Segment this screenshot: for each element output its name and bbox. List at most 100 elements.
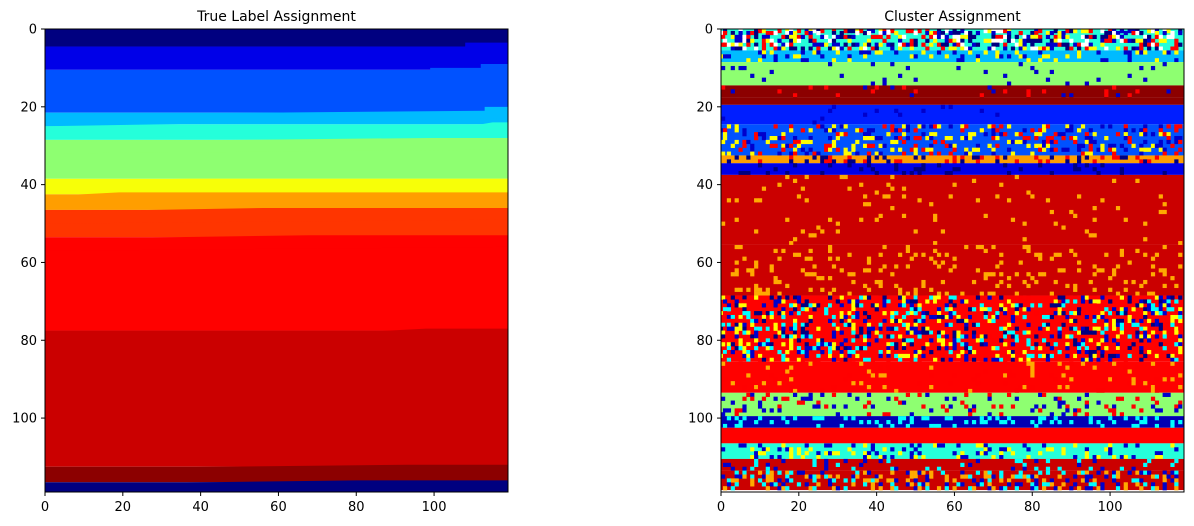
heatmap-cell bbox=[792, 46, 798, 51]
heatmap-cell bbox=[975, 244, 981, 250]
heatmap-cell bbox=[1030, 369, 1035, 374]
heatmap-cell bbox=[859, 295, 864, 300]
heatmap-cell bbox=[863, 159, 868, 164]
heatmap-cell bbox=[851, 416, 856, 421]
heatmap-cell bbox=[936, 124, 942, 129]
heatmap-cell bbox=[831, 139, 837, 145]
heatmap-cell bbox=[847, 38, 852, 43]
heatmap-cell bbox=[1143, 326, 1148, 331]
heatmap-cell bbox=[754, 291, 759, 296]
heatmap-cell bbox=[1014, 388, 1019, 394]
heatmap-cell bbox=[781, 338, 786, 343]
heatmap-cell bbox=[1092, 272, 1097, 277]
heatmap-cell bbox=[971, 478, 977, 483]
heatmap-cell bbox=[1096, 388, 1101, 394]
heatmap-cell bbox=[1038, 38, 1043, 43]
heatmap-cell bbox=[909, 455, 914, 460]
heatmap-cell bbox=[1115, 470, 1121, 475]
heatmap-cell bbox=[960, 291, 965, 296]
heatmap-cell bbox=[1045, 159, 1051, 164]
heatmap-cell bbox=[746, 392, 751, 397]
heatmap-cell bbox=[800, 186, 805, 191]
heatmap-cell bbox=[750, 349, 755, 355]
heatmap-cell bbox=[1150, 38, 1156, 43]
heatmap-cell bbox=[1112, 474, 1117, 479]
heatmap-cell bbox=[917, 124, 922, 129]
heatmap-cell bbox=[886, 458, 891, 464]
heatmap-cell bbox=[769, 50, 774, 55]
heatmap-cell bbox=[960, 342, 965, 347]
heatmap-cell bbox=[769, 357, 774, 362]
heatmap-cell bbox=[1010, 474, 1016, 479]
heatmap-cell bbox=[971, 34, 977, 40]
heatmap-cell bbox=[991, 42, 996, 47]
heatmap-cell bbox=[1080, 478, 1086, 483]
heatmap-cell bbox=[738, 42, 743, 47]
heatmap-cell bbox=[878, 326, 883, 331]
heatmap-band bbox=[721, 427, 1184, 444]
heatmap-cell bbox=[827, 318, 833, 324]
heatmap-cell bbox=[882, 447, 887, 452]
heatmap-cell bbox=[898, 147, 903, 152]
heatmap-cell bbox=[1108, 353, 1113, 359]
heatmap-cell bbox=[921, 311, 926, 316]
heatmap-cell bbox=[812, 353, 817, 359]
heatmap-cell bbox=[1174, 474, 1179, 479]
heatmap-cell bbox=[1065, 303, 1070, 308]
heatmap-cell bbox=[1088, 474, 1093, 479]
heatmap-cell bbox=[999, 455, 1004, 460]
heatmap-cell bbox=[909, 420, 914, 425]
heatmap-cell bbox=[1115, 334, 1121, 339]
heatmap-cell bbox=[1006, 416, 1012, 421]
heatmap-cell bbox=[1034, 458, 1039, 464]
heatmap-cell bbox=[1006, 54, 1012, 59]
heatmap-cell bbox=[874, 190, 879, 195]
heatmap-cell bbox=[1100, 466, 1105, 471]
heatmap-cell bbox=[1088, 416, 1093, 421]
heatmap-cell bbox=[866, 322, 872, 327]
heatmap-cell bbox=[851, 159, 856, 164]
heatmap-cell bbox=[1084, 314, 1089, 320]
heatmap-cell bbox=[1162, 307, 1167, 312]
heatmap-cell bbox=[831, 143, 837, 148]
heatmap-cell bbox=[1010, 46, 1016, 51]
heatmap-cell bbox=[1131, 307, 1136, 312]
heatmap-cell bbox=[831, 326, 837, 331]
heatmap-cell bbox=[789, 34, 794, 40]
heatmap-cell bbox=[721, 334, 726, 339]
heatmap-cell bbox=[843, 338, 848, 343]
heatmap-cell bbox=[839, 349, 844, 355]
heatmap-cell bbox=[1030, 303, 1035, 308]
heatmap-cell bbox=[1049, 326, 1054, 331]
heatmap-cell bbox=[804, 307, 809, 312]
heatmap-cell bbox=[1158, 311, 1163, 316]
heatmap-cell bbox=[1030, 385, 1035, 390]
heatmap-cell bbox=[789, 155, 794, 160]
heatmap-cell bbox=[1010, 404, 1016, 409]
heatmap-cell bbox=[1022, 326, 1027, 331]
heatmap-cell bbox=[738, 420, 743, 425]
heatmap-cell bbox=[1034, 404, 1039, 409]
x-tick-label: 20 bbox=[115, 500, 132, 515]
heatmap-cell bbox=[929, 147, 934, 152]
heatmap-cell bbox=[948, 104, 953, 110]
heatmap-cell bbox=[765, 462, 770, 468]
heatmap-cell bbox=[925, 486, 930, 491]
heatmap-cell bbox=[781, 482, 786, 487]
heatmap-cell bbox=[905, 65, 911, 71]
heatmap-cell bbox=[987, 143, 992, 148]
heatmap-cell bbox=[1073, 408, 1078, 413]
heatmap-cell bbox=[878, 283, 883, 289]
heatmap-cell bbox=[1131, 404, 1136, 409]
label-boundary bbox=[45, 235, 508, 251]
heatmap-cell bbox=[1123, 147, 1128, 152]
heatmap-cell bbox=[933, 241, 938, 246]
heatmap-cell bbox=[1143, 482, 1148, 487]
heatmap-cell bbox=[1065, 326, 1070, 331]
heatmap-cell bbox=[929, 423, 934, 429]
heatmap-cell bbox=[975, 295, 981, 300]
heatmap-cell bbox=[913, 326, 918, 331]
heatmap-cell bbox=[948, 46, 953, 51]
heatmap-cell bbox=[987, 272, 992, 277]
heatmap-cell bbox=[1104, 30, 1109, 36]
